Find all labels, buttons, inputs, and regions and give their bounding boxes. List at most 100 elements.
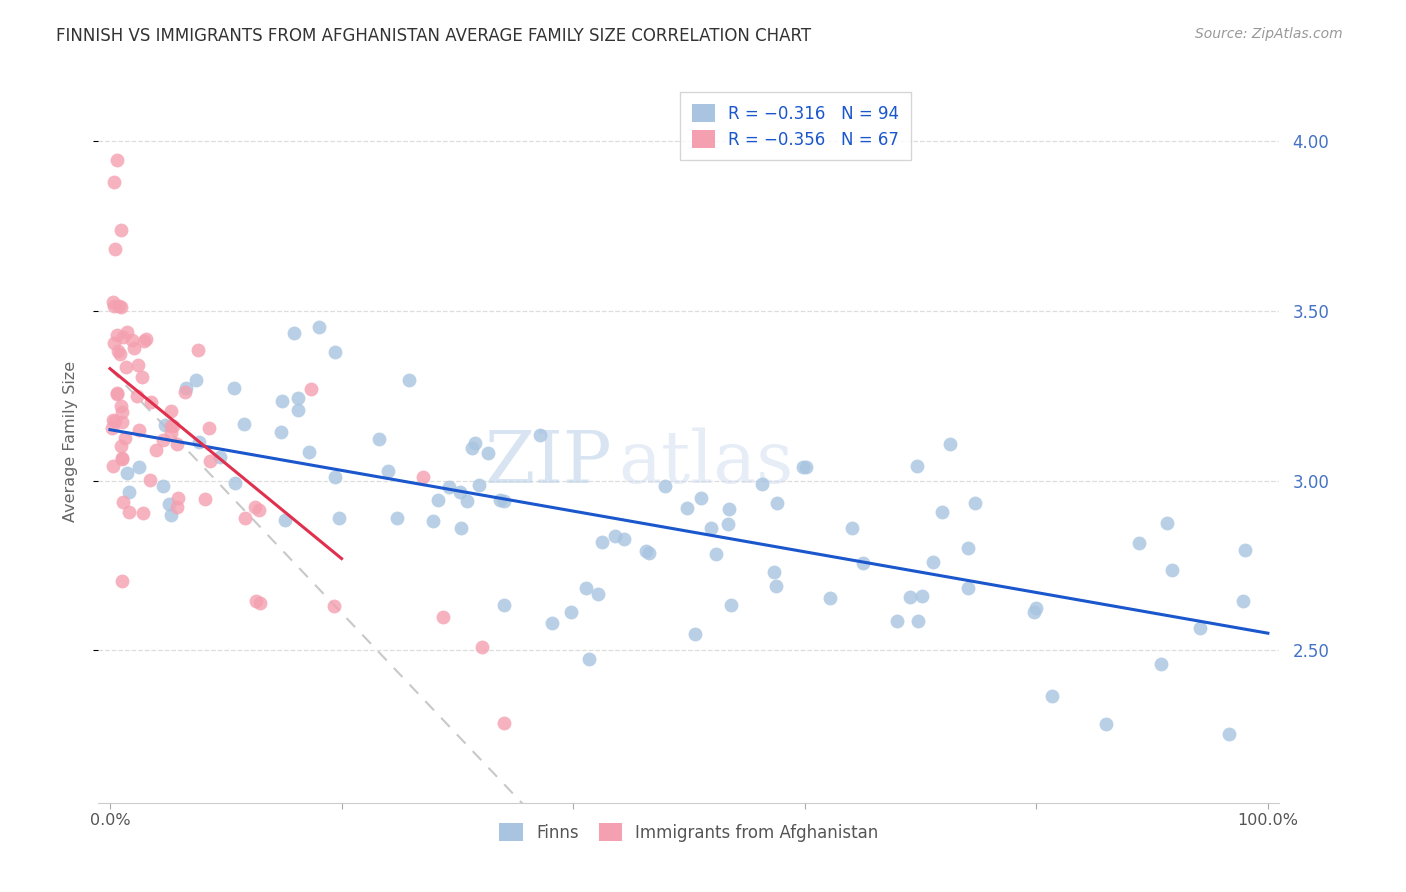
Point [118, 505, 141, 519]
Point [460, 441, 482, 455]
Point [751, 477, 773, 491]
Point [139, 473, 162, 487]
Point [101, 458, 124, 473]
Point [188, 435, 211, 450]
Point [274, 513, 297, 527]
Point [427, 492, 450, 507]
Point [184, 373, 207, 387]
Point [287, 403, 309, 417]
Point [198, 421, 221, 435]
Point [110, 438, 132, 452]
Point [105, 386, 128, 401]
Point [456, 494, 478, 508]
Point [938, 437, 960, 451]
Point [818, 591, 841, 606]
Point [118, 485, 141, 500]
Point [437, 480, 460, 494]
Point [422, 514, 444, 528]
Text: FINNISH VS IMMIGRANTS FROM AFGHANISTAN AVERAGE FAMILY SIZE CORRELATION CHART: FINNISH VS IMMIGRANTS FROM AFGHANISTAN A… [56, 27, 811, 45]
Point [654, 479, 676, 493]
Point [1040, 689, 1063, 703]
Point [159, 508, 181, 522]
Point [613, 533, 636, 547]
Point [110, 223, 132, 237]
Point [704, 547, 727, 561]
Point [111, 452, 134, 467]
Point [586, 587, 609, 601]
Point [1218, 727, 1240, 741]
Point [160, 426, 183, 441]
Point [157, 497, 180, 511]
Point [963, 496, 986, 510]
Point [111, 450, 134, 465]
Point [111, 330, 134, 344]
Point [152, 433, 174, 447]
Point [1161, 563, 1184, 577]
Point [922, 555, 945, 569]
Point [432, 609, 454, 624]
Point [103, 413, 125, 427]
Point [115, 466, 138, 480]
Point [104, 242, 127, 256]
Point [187, 343, 209, 358]
Point [162, 419, 184, 434]
Point [125, 388, 148, 402]
Point [176, 381, 198, 395]
Point [1188, 621, 1211, 635]
Point [245, 500, 267, 514]
Point [287, 391, 309, 405]
Point [1095, 716, 1118, 731]
Point [152, 479, 174, 493]
Point [765, 579, 787, 593]
Point [145, 443, 167, 458]
Point [167, 491, 190, 505]
Point [111, 405, 134, 419]
Point [956, 541, 979, 555]
Point [322, 599, 344, 613]
Point [560, 605, 582, 619]
Legend: Finns, Immigrants from Afghanistan: Finns, Immigrants from Afghanistan [492, 817, 886, 848]
Point [122, 341, 145, 355]
Point [299, 382, 322, 396]
Point [134, 334, 156, 348]
Point [104, 414, 127, 428]
Point [489, 493, 512, 508]
Point [683, 626, 706, 640]
Point [841, 521, 863, 535]
Point [1233, 543, 1256, 558]
Point [468, 477, 491, 491]
Point [153, 417, 176, 432]
Point [471, 640, 494, 655]
Point [245, 594, 267, 608]
Point [794, 459, 817, 474]
Point [464, 435, 486, 450]
Point [107, 343, 129, 358]
Point [911, 589, 934, 603]
Point [105, 387, 128, 401]
Point [247, 503, 270, 517]
Point [200, 453, 222, 467]
Point [578, 652, 600, 666]
Point [174, 385, 197, 400]
Point [110, 415, 132, 429]
Point [477, 446, 499, 460]
Point [541, 616, 564, 631]
Point [494, 599, 516, 613]
Point [160, 419, 183, 434]
Point [957, 581, 980, 595]
Point [1128, 536, 1150, 550]
Point [700, 521, 723, 535]
Point [905, 459, 928, 474]
Point [166, 500, 188, 515]
Point [249, 596, 271, 610]
Point [270, 425, 292, 439]
Point [638, 546, 661, 560]
Point [110, 574, 132, 588]
Point [449, 485, 471, 500]
Point [232, 417, 254, 431]
Point [224, 381, 246, 395]
Point [103, 335, 125, 350]
Point [270, 394, 292, 409]
Point [131, 370, 153, 384]
Point [717, 517, 740, 532]
